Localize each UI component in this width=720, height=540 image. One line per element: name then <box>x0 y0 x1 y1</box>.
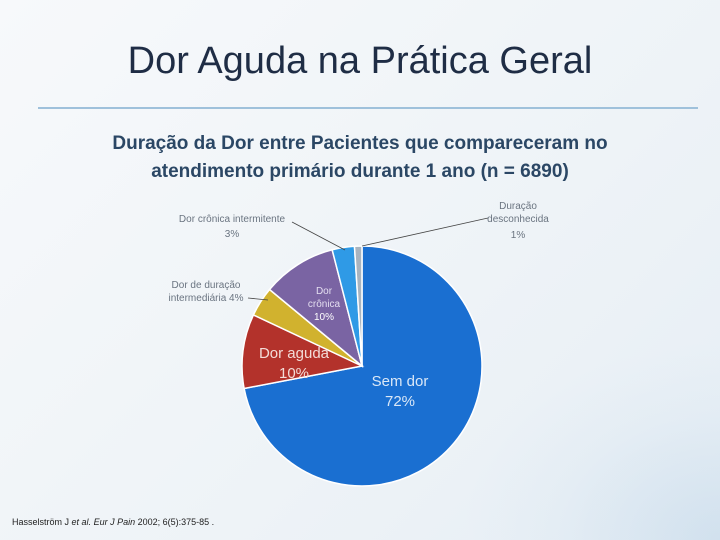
label-cronica-line1: Dor <box>316 286 333 297</box>
label-intermediaria-line1: Dor de duração <box>172 280 241 291</box>
citation-journal: Eur J Pain <box>93 517 136 527</box>
background-wave <box>460 340 720 540</box>
chart-title: Duração da Dor entre Pacientes que compa… <box>100 130 620 186</box>
label-sem-dor-name: Sem dor <box>372 373 429 390</box>
leader-line-desconhecida <box>361 217 489 247</box>
label-desconhecida-pct: 1% <box>511 230 526 241</box>
pie-slices <box>241 245 483 487</box>
leader-line-intermitente <box>291 221 346 251</box>
label-aguda-name: Dor aguda <box>259 345 330 362</box>
citation-author: Hasselström J <box>12 517 70 527</box>
citation-rest: 2002; 6(5):375-85 . <box>137 517 215 527</box>
label-cronica-line2: crônica <box>308 299 341 310</box>
label-intermitente-pct: 3% <box>225 229 240 240</box>
label-intermitente-name: Dor crônica intermitente <box>179 214 286 225</box>
label-intermediaria-line2: intermediária 4% <box>168 293 243 304</box>
pie-slice-5 <box>353 245 363 367</box>
label-sem-dor-pct: 72% <box>385 393 415 410</box>
slide-title: Dor Aguda na Prática Geral <box>127 40 593 82</box>
citation-etal: et al. <box>71 517 92 527</box>
chart-title-line-2: atendimento primário durante 1 ano (n = … <box>151 161 569 182</box>
label-desconhecida-line2: desconhecida <box>487 214 549 225</box>
label-desconhecida-line1: Duração <box>499 201 537 212</box>
pie-slice-1 <box>241 313 365 390</box>
citation: Hasselström J et al. Eur J Pain 2002; 6(… <box>12 517 214 527</box>
label-cronica-pct: 10% <box>314 312 334 323</box>
label-aguda-pct: 10% <box>279 365 309 382</box>
leader-line-intermediaria <box>247 297 269 301</box>
title-divider <box>38 107 698 109</box>
chart-title-line-1: Duração da Dor entre Pacientes que compa… <box>112 133 608 154</box>
